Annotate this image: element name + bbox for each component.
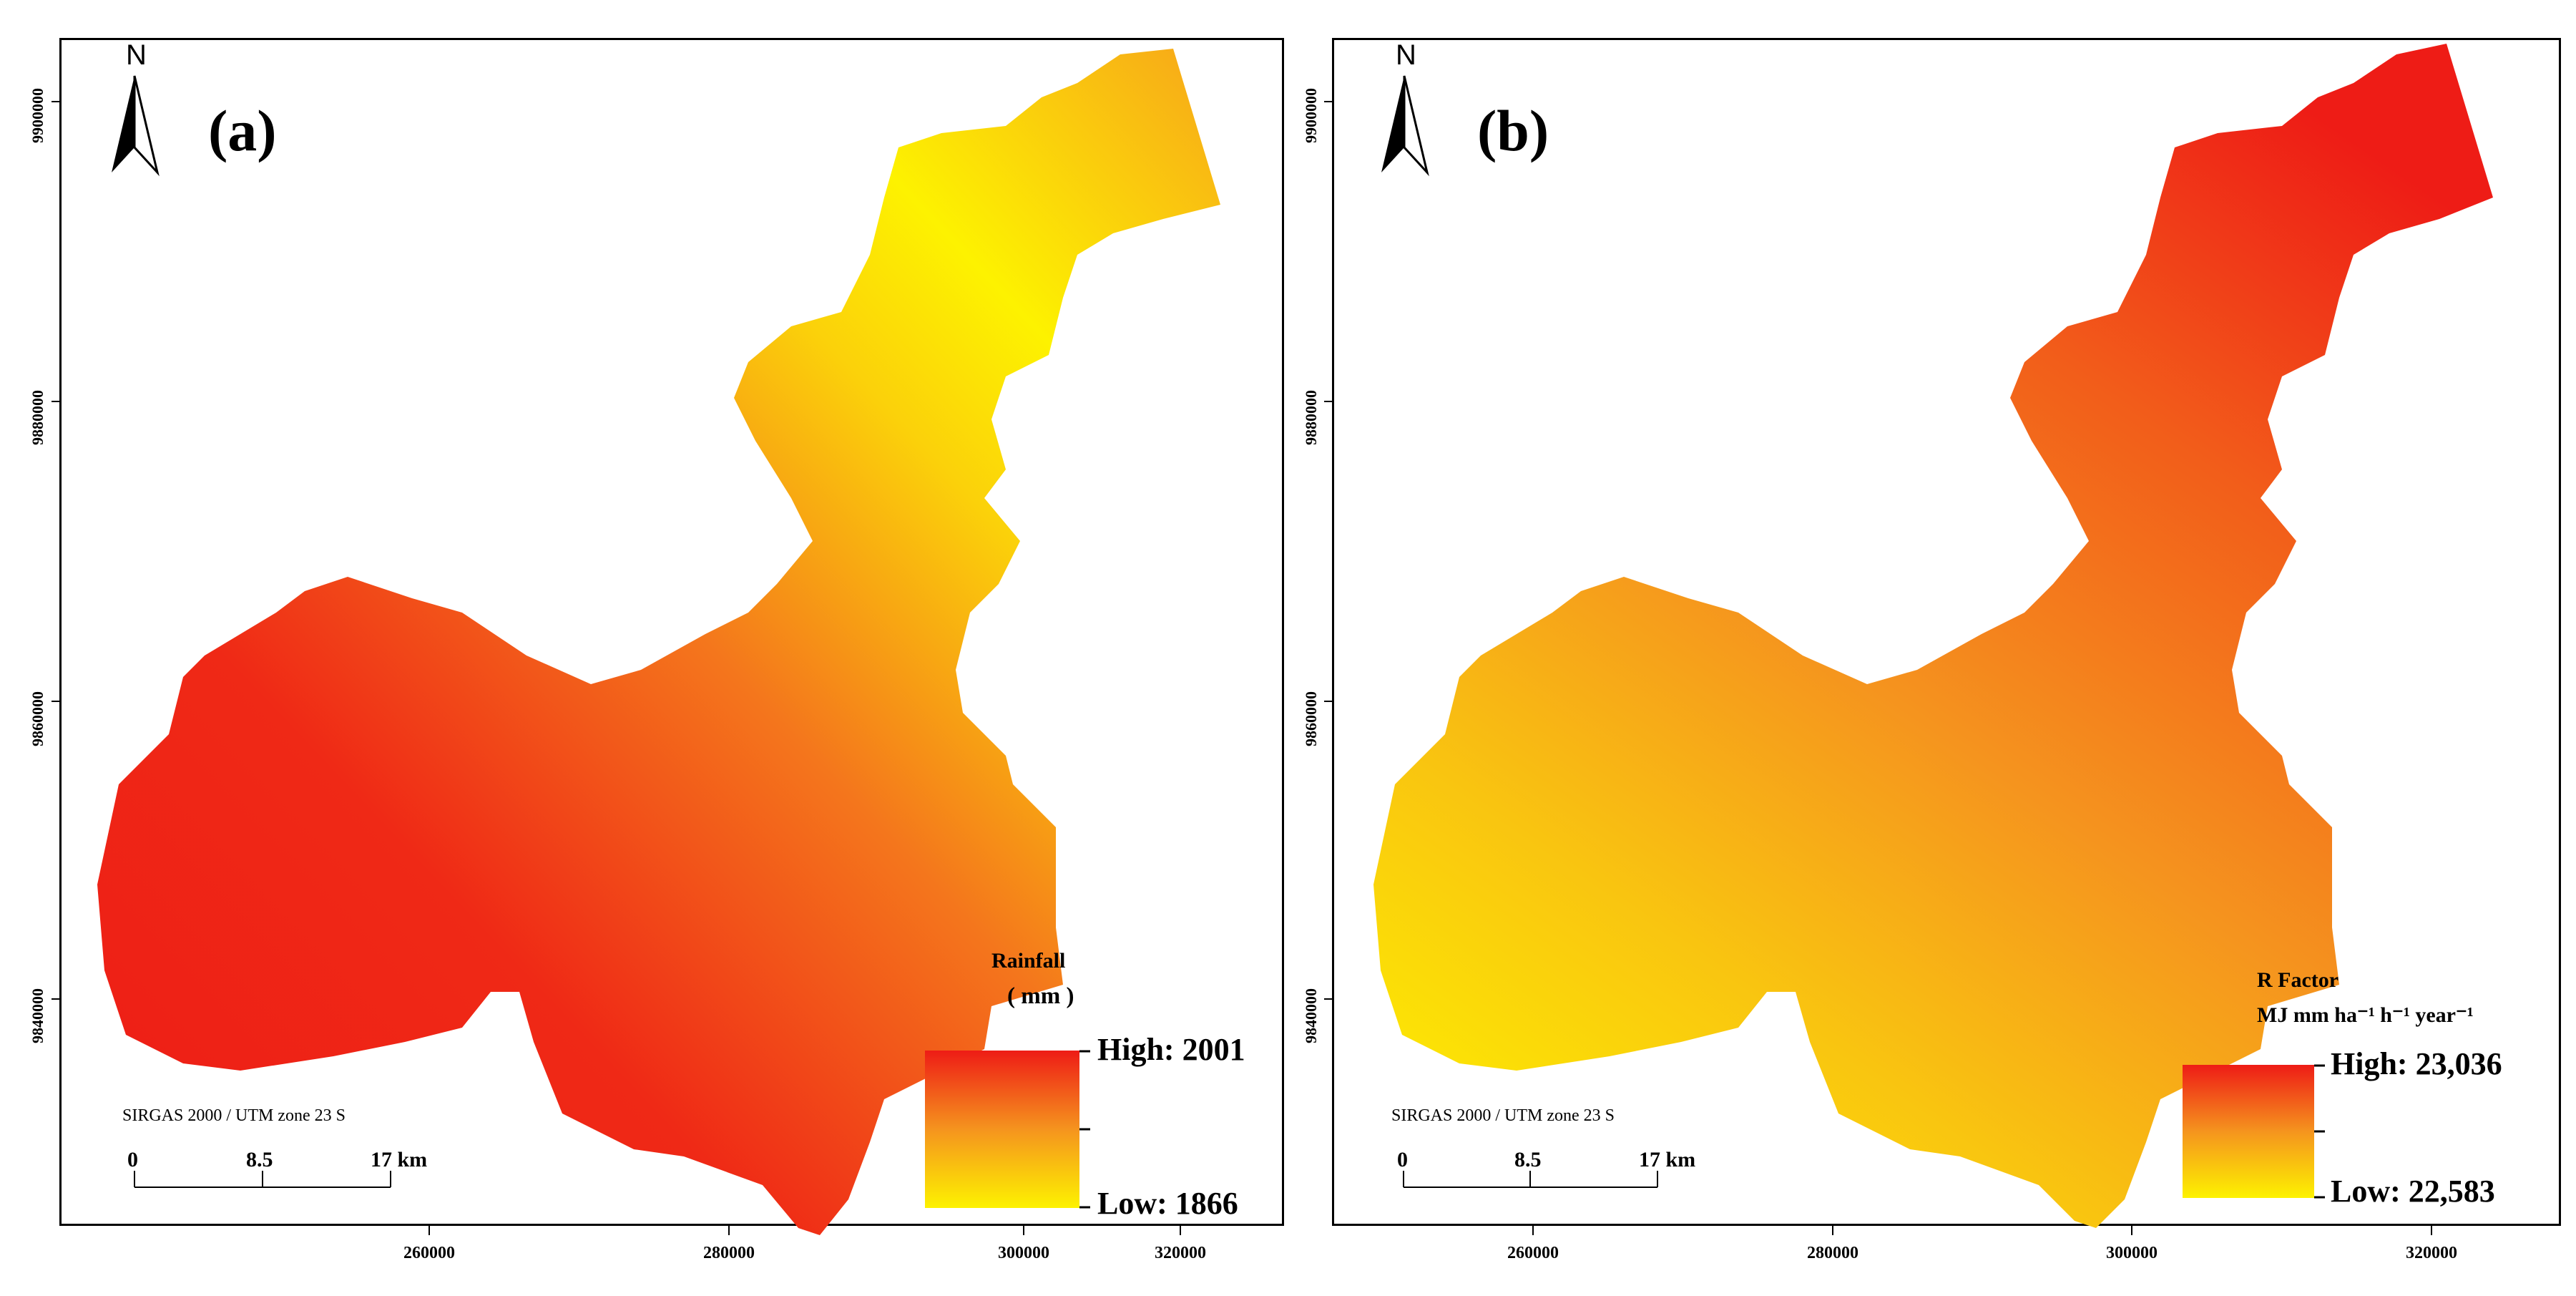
scale-bar-label-end: 17 km [371,1148,428,1171]
legend-unit: ( mm ) [1007,983,1074,1009]
crs-label: SIRGAS 2000 / UTM zone 23 S [122,1106,346,1125]
y-tick-label: 9840000 [29,988,46,1043]
scale-bar [1403,1171,1658,1188]
legend-low-value: Low: 22,583 [2331,1174,2495,1209]
x-tick-label: 280000 [1807,1244,1858,1262]
x-tick-label: 280000 [703,1244,755,1262]
scale-bar-label-mid: 8.5 [1514,1148,1542,1171]
legend-color-bar [925,1051,1079,1208]
legend-low-value: Low: 1866 [1097,1186,1238,1221]
legend-title: R Factor [2257,968,2339,992]
y-tick-label: 9900000 [1302,88,1320,143]
x-tick-label: 260000 [403,1244,455,1262]
scale-bar-label-0: 0 [1397,1148,1408,1171]
panel-label-a: (a) [208,98,277,163]
panel-label-b: (b) [1477,98,1549,163]
x-tick-label: 300000 [2106,1244,2158,1262]
map-panel-a: N (a) Rainfall ( mm ) High: 2001 Low: 18… [52,38,1284,1235]
north-label: N [1396,39,1416,71]
legend-high-value: High: 2001 [1097,1032,1245,1067]
scale-bar [134,1171,391,1188]
y-tick-label: 9840000 [1302,988,1320,1043]
map-panel-b: N (b) R Factor MJ mm ha⁻¹ h⁻¹ year⁻¹ Hig… [1324,38,2561,1235]
x-tick-label: 320000 [2406,1244,2457,1262]
y-tick-label: 9900000 [29,88,46,143]
y-tick-label: 9880000 [1302,390,1320,445]
y-tick-label: 9860000 [1302,691,1320,746]
scale-bar-label-0: 0 [127,1148,138,1171]
x-tick-label: 320000 [1155,1244,1206,1262]
north-arrow-icon [112,75,160,177]
north-arrow-icon [1381,75,1429,177]
x-tick-label: 300000 [998,1244,1049,1262]
y-tick-label: 9880000 [29,390,46,445]
basin-shape [97,49,1220,1235]
r-factor-map [1324,44,2493,1235]
legend-high-value: High: 23,036 [2331,1046,2502,1081]
legend-color-bar [2183,1065,2314,1198]
scale-bar-label-end: 17 km [1639,1148,1696,1171]
y-tick-label: 9860000 [29,691,46,746]
rainfall-map [52,49,1220,1235]
basin-shape [1373,44,2493,1228]
scale-bar-label-mid: 8.5 [246,1148,273,1171]
legend-title: Rainfall [991,949,1066,973]
crs-label: SIRGAS 2000 / UTM zone 23 S [1391,1106,1615,1125]
legend-unit: MJ mm ha⁻¹ h⁻¹ year⁻¹ [2257,1003,2474,1027]
north-label: N [126,39,147,71]
x-tick-label: 260000 [1507,1244,1559,1262]
